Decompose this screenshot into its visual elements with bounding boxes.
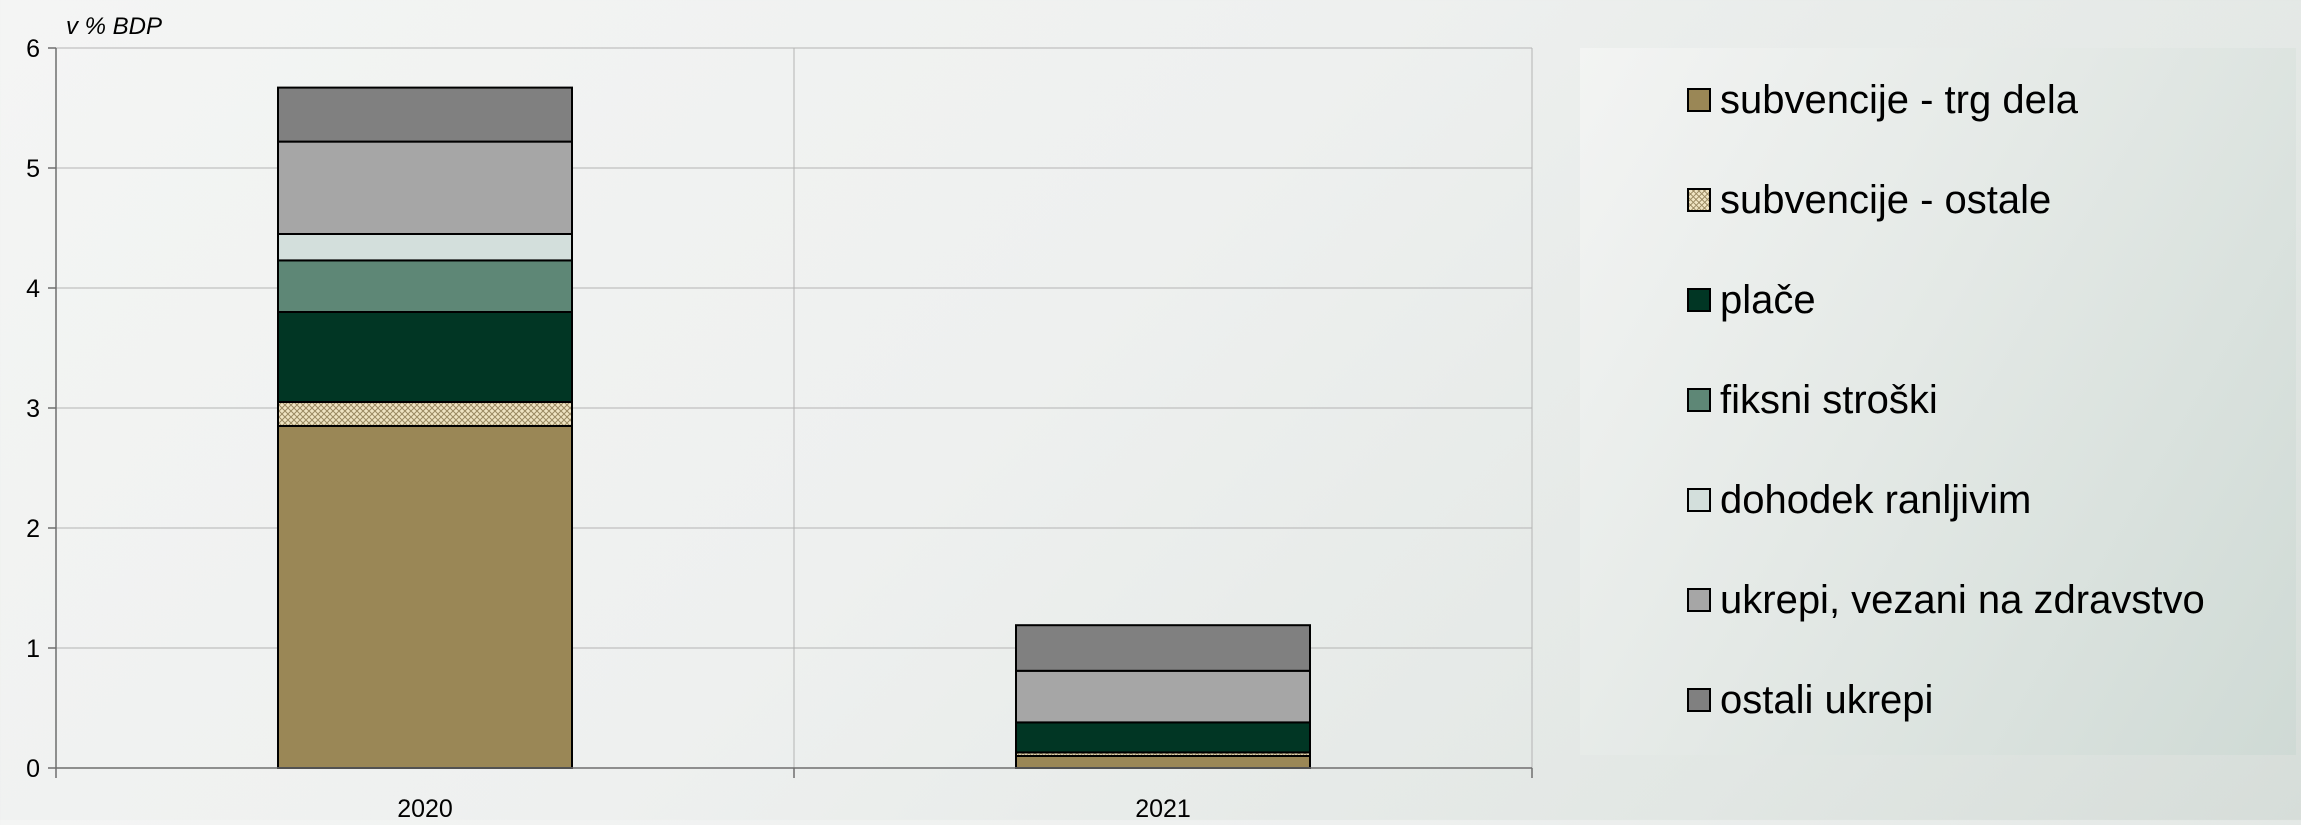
legend-swatch — [1687, 688, 1711, 712]
y-tick-label: 3 — [26, 395, 40, 423]
legend-swatch — [1687, 88, 1711, 112]
y-tick-label: 1 — [26, 635, 40, 663]
bar-segment — [277, 140, 573, 236]
legend-swatch — [1687, 388, 1711, 412]
legend-label: ostali ukrepi — [1720, 677, 1934, 722]
y-axis-title: v % BDP — [66, 13, 162, 40]
legend-item: fiksni stroški — [1687, 370, 1938, 430]
legend-label: subvencije - trg dela — [1720, 77, 2078, 122]
y-tick-label: 2 — [26, 515, 40, 543]
legend-label: ukrepi, vezani na zdravstvo — [1720, 577, 2205, 622]
axes: 0 1 2 3 4 5 6 2020 2021 — [26, 35, 1533, 823]
legend-item: plače — [1687, 270, 1816, 330]
bar-segment — [277, 86, 573, 143]
legend-item: dohodek ranljivim — [1687, 470, 2031, 530]
legend-item: ukrepi, vezani na zdravstvo — [1687, 570, 2205, 630]
bars — [277, 86, 1311, 769]
bar-segment — [277, 425, 573, 769]
legend: subvencije - trg dela subvencije - ostale… — [1580, 48, 2296, 755]
bar-segment — [277, 233, 573, 262]
legend-item: subvencije - trg dela — [1687, 70, 2078, 130]
legend-label: dohodek ranljivim — [1720, 477, 2032, 522]
y-tick-label: 6 — [26, 35, 40, 63]
legend-item: subvencije - ostale — [1687, 170, 2051, 230]
y-tick-label: 0 — [26, 755, 40, 783]
legend-swatch — [1687, 188, 1711, 212]
bar-segment — [1015, 624, 1311, 672]
legend-swatch — [1687, 588, 1711, 612]
legend-label: plače — [1720, 277, 1816, 322]
bar-segment — [1015, 721, 1311, 754]
bar-segment — [1015, 669, 1311, 724]
legend-label: fiksni stroški — [1720, 377, 1938, 422]
legend-item: ostali ukrepi — [1687, 670, 1933, 730]
bar-segment — [277, 311, 573, 403]
y-tick-label: 4 — [26, 275, 40, 303]
legend-label: subvencije - ostale — [1720, 177, 2052, 222]
legend-swatch — [1687, 288, 1711, 312]
y-tick-label: 5 — [26, 155, 40, 183]
x-tick-label: 2020 — [397, 795, 453, 820]
bar-segment — [1015, 755, 1311, 769]
x-tick-label: 2021 — [1135, 795, 1191, 820]
bar-segment — [277, 401, 573, 427]
bar-segment — [277, 259, 573, 313]
legend-swatch — [1687, 488, 1711, 512]
